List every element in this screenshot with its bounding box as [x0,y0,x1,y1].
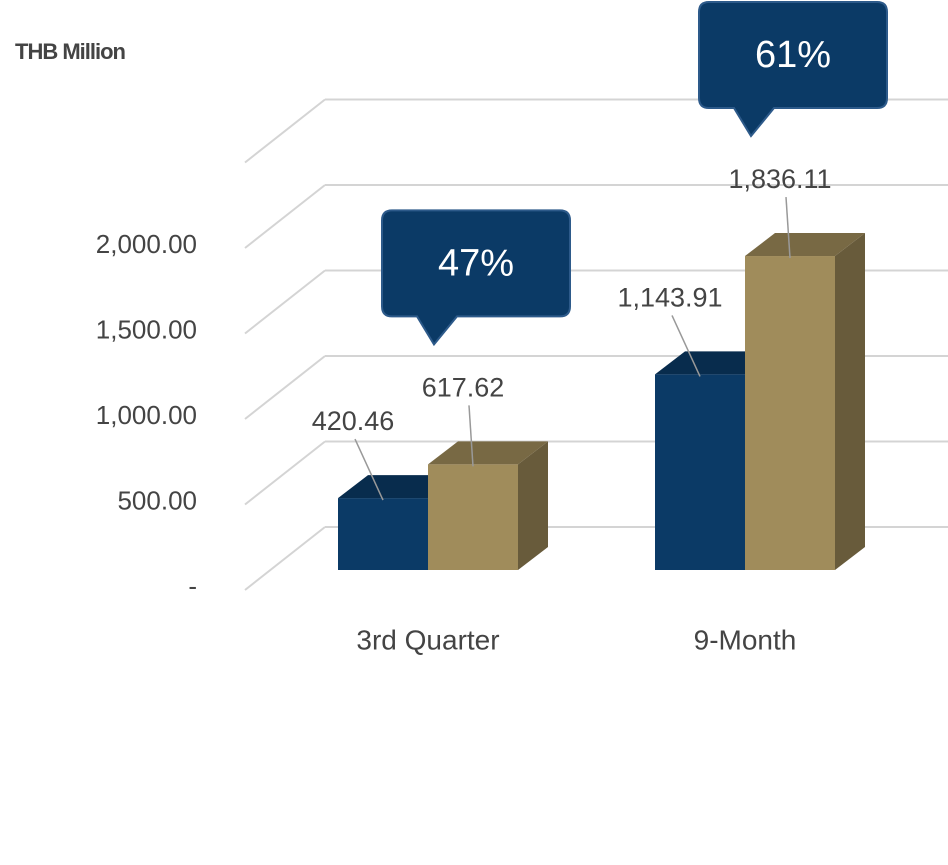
leader-line [468,405,474,467]
value-label: 617.62 [422,373,505,403]
callout-label: 61% [755,34,831,76]
grid-line [244,440,326,506]
unit-label: THB Million [15,39,126,64]
y-tick-label: 2,000.00 [96,229,197,259]
y-tick-label: 1,500.00 [96,314,197,344]
bar-side [835,233,865,570]
bar-top [745,233,865,257]
callout [698,1,888,138]
y-tick-label: - [188,571,197,601]
x-tick-label: 9-Month [694,624,797,655]
bar-front [338,498,428,570]
leader-line [354,438,384,501]
bar [428,441,548,570]
value-label: 1,143.91 [617,283,722,313]
leader-line [671,315,701,377]
grid-line [244,269,326,335]
grid-line [244,526,326,591]
leader-line [785,196,791,259]
callout [381,209,571,347]
y-tick-label: 1,000.00 [96,400,197,430]
bar [745,233,865,570]
callout-label: 47% [438,242,514,284]
bar-front [745,256,835,570]
value-label: 420.46 [312,406,395,436]
bar-top [428,441,548,465]
bar-front [428,464,518,570]
x-tick-label: 3rd Quarter [356,624,499,655]
wall-top [244,98,326,164]
bar-side [518,441,548,570]
bar-front [655,374,745,570]
y-tick-label: 500.00 [117,485,197,515]
grid-line [244,355,326,420]
grid-line [244,184,326,249]
value-label: 1,836.11 [728,164,831,194]
